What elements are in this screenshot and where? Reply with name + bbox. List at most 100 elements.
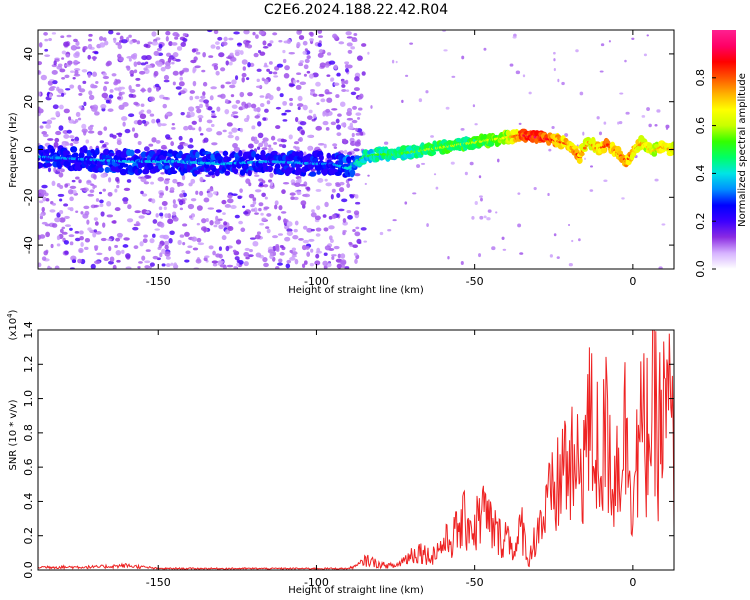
noise-speckle <box>286 221 293 227</box>
noise-speckle <box>294 258 299 265</box>
noise-speckle <box>483 47 487 51</box>
ridge-blob <box>271 150 278 155</box>
noise-speckle <box>46 119 53 125</box>
noise-speckle <box>292 235 299 240</box>
noise-speckle <box>315 125 322 131</box>
noise-speckle <box>63 134 70 139</box>
noise-speckle <box>346 182 351 188</box>
noise-speckle <box>236 42 243 46</box>
noise-speckle <box>135 83 141 87</box>
noise-speckle <box>104 81 109 85</box>
noise-speckle <box>474 201 478 205</box>
noise-speckle <box>658 266 663 269</box>
noise-speckle <box>82 80 87 85</box>
noise-speckle <box>218 224 224 230</box>
noise-speckle <box>93 229 98 233</box>
noise-speckle <box>293 141 300 145</box>
y-tick-label: 0.8 <box>22 424 35 442</box>
noise-speckle <box>553 67 556 72</box>
noise-speckle <box>210 86 217 90</box>
noise-speckle <box>41 131 48 135</box>
noise-speckle <box>323 252 328 256</box>
colorbar: 0.0 0.2 0.4 0.6 0.8 Normalized spectral ampl… <box>694 30 748 278</box>
noise-speckle <box>355 201 361 205</box>
noise-speckle <box>88 94 95 100</box>
noise-speckle <box>144 61 149 65</box>
noise-speckle <box>295 84 302 90</box>
noise-speckle <box>227 194 233 199</box>
noise-speckle <box>346 210 352 214</box>
noise-speckle <box>171 42 178 46</box>
noise-speckle <box>213 191 218 195</box>
noise-speckle <box>239 127 244 133</box>
noise-speckle <box>65 143 71 146</box>
ridge-blob <box>222 150 229 157</box>
noise-speckle <box>328 225 335 230</box>
noise-speckle <box>231 127 238 133</box>
noise-speckle <box>178 199 184 206</box>
noise-speckle <box>599 70 604 73</box>
ridge-blob <box>260 149 266 157</box>
noise-speckle <box>90 263 96 269</box>
noise-speckle <box>165 36 169 42</box>
noise-speckle <box>69 185 77 189</box>
noise-speckle <box>98 191 103 195</box>
noise-speckle <box>222 212 226 216</box>
noise-speckle <box>39 215 44 220</box>
noise-speckle <box>133 61 138 67</box>
noise-speckle <box>95 80 99 84</box>
noise-speckle <box>257 121 262 127</box>
noise-speckle <box>225 245 230 252</box>
noise-speckle <box>317 35 323 38</box>
noise-speckle <box>294 182 301 188</box>
ridge-blob <box>374 156 380 162</box>
noise-speckle <box>115 176 120 183</box>
noise-speckle <box>201 95 205 99</box>
noise-speckle <box>589 189 594 192</box>
noise-speckle <box>643 53 647 57</box>
noise-speckle <box>94 51 99 55</box>
noise-speckle <box>522 74 526 78</box>
ridge-blob <box>167 149 173 154</box>
x-tick-label: -150 <box>146 275 171 288</box>
ridge-blob <box>122 163 129 168</box>
noise-speckle <box>174 36 179 40</box>
noise-speckle <box>161 248 166 255</box>
noise-speckle <box>231 111 239 115</box>
noise-speckle <box>299 184 306 187</box>
noise-speckle <box>624 59 627 63</box>
noise-speckle <box>70 138 75 142</box>
noise-speckle <box>264 108 269 113</box>
noise-speckle <box>164 178 171 181</box>
noise-speckle <box>126 179 132 183</box>
noise-speckle <box>102 85 108 92</box>
noise-speckle <box>164 251 171 257</box>
noise-speckle <box>112 264 117 269</box>
noise-speckle <box>133 69 138 74</box>
noise-speckle <box>202 91 206 97</box>
noise-speckle <box>353 148 360 152</box>
noise-speckle <box>336 124 342 130</box>
noise-speckle <box>100 104 107 109</box>
ridge-blob <box>102 148 110 156</box>
noise-speckle <box>111 220 117 224</box>
noise-speckle <box>342 218 347 223</box>
noise-speckle <box>297 106 301 111</box>
noise-speckle <box>51 32 57 35</box>
noise-speckle <box>285 263 291 269</box>
noise-speckle <box>73 38 78 43</box>
noise-speckle <box>165 112 171 116</box>
noise-speckle <box>189 215 193 219</box>
ridge-blob <box>368 148 374 154</box>
noise-speckle <box>298 62 303 66</box>
noise-speckle <box>243 30 250 35</box>
noise-speckle <box>571 239 574 243</box>
noise-speckle <box>111 73 117 77</box>
noise-speckle <box>279 245 284 248</box>
noise-speckle <box>47 167 52 173</box>
noise-speckle <box>50 117 56 120</box>
noise-speckle <box>61 57 65 60</box>
noise-speckle <box>191 236 197 242</box>
noise-speckle <box>196 237 202 243</box>
noise-speckle <box>65 53 70 58</box>
